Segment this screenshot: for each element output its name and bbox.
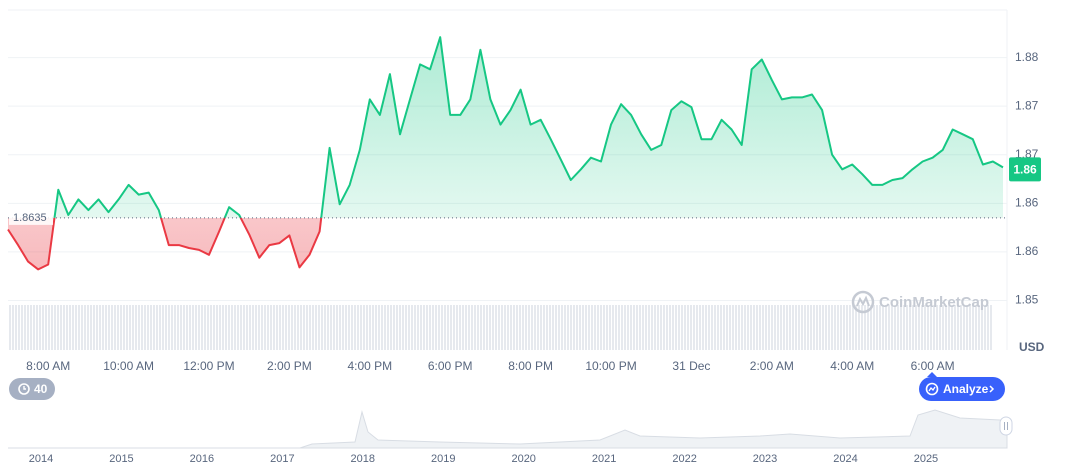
watermark: CoinMarketCap (851, 290, 989, 314)
x-tick-label: 4:00 PM (347, 359, 392, 373)
pointer (927, 372, 937, 377)
year-label: 2020 (511, 453, 535, 465)
x-tick-label: 31 Dec (672, 359, 710, 373)
watermark-text: CoinMarketCap (879, 294, 989, 311)
year-label: 2016 (190, 453, 214, 465)
year-label: 2014 (29, 453, 53, 465)
analyze-button[interactable]: Analyze (919, 377, 1005, 401)
y-tick-label: 1.86 (1015, 195, 1039, 209)
year-label: 2025 (914, 453, 938, 465)
x-tick-label: 10:00 PM (585, 359, 636, 373)
area-down (8, 217, 1003, 270)
y-tick-label: 1.88 (1015, 50, 1039, 64)
price-line-down (7, 217, 323, 271)
y-tick-label: 1.85 (1015, 293, 1039, 307)
year-label: 2017 (270, 453, 294, 465)
analyze-label: Analyze (943, 382, 989, 396)
y-unit: USD (1019, 340, 1045, 354)
year-label: 2015 (109, 453, 133, 465)
baseline-label-bg (9, 208, 53, 225)
baseline-label: 1.8635 (13, 212, 47, 224)
area-up (54, 37, 1003, 218)
x-tick-label: 2:00 AM (750, 359, 794, 373)
x-tick-label: 2:00 PM (267, 359, 312, 373)
year-label: 2022 (672, 453, 696, 465)
x-tick-label: 12:00 PM (183, 359, 234, 373)
year-label: 2024 (833, 453, 857, 465)
year-label: 2019 (431, 453, 455, 465)
zoom-count: 40 (34, 382, 48, 396)
navigator-years: 2014 2015 2016 2017 2018 2019 2020 2021 2022 2023… (29, 453, 938, 465)
price-badge (1009, 157, 1041, 182)
x-tick-label: 4:00 AM (830, 359, 874, 373)
price-badge-label: 1.86 (1013, 162, 1037, 176)
x-tick-label: 10:00 AM (103, 359, 154, 373)
x-tick-label: 8:00 AM (26, 359, 70, 373)
plot: 1.8635 (7, 36, 1007, 301)
x-tick-label: 6:00 AM (911, 359, 955, 373)
zoom-button[interactable]: 40 (9, 378, 55, 400)
y-tick-label: 1.86 (1015, 244, 1039, 258)
year-label: 2021 (592, 453, 616, 465)
year-label: 2023 (753, 453, 777, 465)
year-label: 2018 (351, 453, 375, 465)
volume-band (8, 305, 992, 350)
x-tick-label: 6:00 PM (428, 359, 473, 373)
navigator (8, 409, 1013, 449)
x-tick-label: 8:00 PM (508, 359, 553, 373)
y-tick-label: 1.87 (1015, 98, 1039, 112)
price-line-up (53, 36, 1004, 218)
